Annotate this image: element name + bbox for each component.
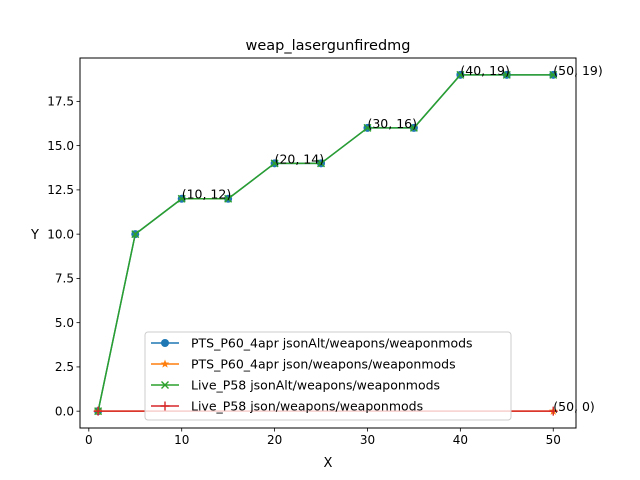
data-point	[548, 406, 558, 416]
data-label: (20, 14)	[275, 151, 325, 166]
series-3	[94, 70, 558, 416]
y-tick-label: 5.0	[55, 316, 74, 330]
legend-item: PTS_P60_4apr json/weapons/weaponmods	[151, 356, 456, 371]
legend-label: PTS_P60_4apr json/weapons/weaponmods	[191, 356, 456, 371]
data-label: (50, 0)	[553, 399, 595, 414]
y-tick-label: 15.0	[47, 139, 74, 153]
y-tick-label: 12.5	[47, 183, 74, 197]
x-tick-label: 10	[174, 433, 189, 447]
y-axis: 0.0 2.5 5.0 7.5 10.0 12.5 15.0 17.5	[47, 95, 80, 418]
data-point	[502, 70, 511, 79]
data-label: (40, 19)	[460, 63, 510, 78]
legend-marker	[160, 401, 170, 411]
x-axis-label: X	[324, 456, 333, 471]
y-tick-label: 2.5	[55, 360, 74, 374]
y-tick-label: 10.0	[47, 227, 74, 241]
legend-item: Live_P58 json/weapons/weaponmods	[151, 398, 423, 413]
data-point	[224, 194, 233, 203]
legend: PTS_P60_4apr jsonAlt/weapons/weaponmods P…	[144, 331, 512, 421]
data-point	[456, 70, 465, 79]
legend-item: PTS_P60_4apr jsonAlt/weapons/weaponmods	[151, 335, 473, 350]
legend-frame	[144, 331, 512, 421]
data-point	[131, 230, 140, 239]
x-tick-label: 30	[360, 433, 375, 447]
data-point	[317, 159, 326, 168]
x-tick-label: 20	[267, 433, 282, 447]
chart-title: weap_lasergunfiredmg	[245, 38, 410, 54]
x-axis: 0 10 20 30 40 50	[85, 428, 561, 447]
data-label: (50, 19)	[553, 63, 603, 78]
x-tick-label: 0	[85, 433, 93, 447]
legend-label: Live_P58 jsonAlt/weapons/weaponmods	[191, 377, 440, 392]
plot-area-frame	[79, 57, 577, 429]
data-point	[270, 159, 279, 168]
data-point	[93, 406, 103, 416]
x-tick-label: 50	[546, 433, 561, 447]
legend-item: Live_P58 jsonAlt/weapons/weaponmods	[151, 377, 440, 392]
legend-label: Live_P58 json/weapons/weaponmods	[191, 398, 423, 413]
legend-marker	[161, 381, 169, 389]
data-point	[549, 70, 558, 79]
annotations-layer: (10, 12) (20, 14) (30, 16) (40, 19) (50, 19)…	[182, 63, 603, 414]
data-point	[177, 194, 186, 203]
data-label: (10, 12)	[182, 187, 232, 202]
y-tick-label: 7.5	[55, 272, 74, 286]
x-tick-label: 40	[453, 433, 468, 447]
y-axis-label: Y	[30, 228, 39, 243]
legend-marker	[161, 339, 169, 347]
data-label: (30, 16)	[367, 116, 417, 131]
data-point	[363, 123, 372, 132]
y-tick-label: 0.0	[55, 404, 74, 418]
legend-marker	[160, 359, 170, 368]
y-tick-label: 17.5	[47, 95, 74, 109]
legend-label: PTS_P60_4apr jsonAlt/weapons/weaponmods	[191, 335, 473, 350]
data-point	[409, 123, 418, 132]
